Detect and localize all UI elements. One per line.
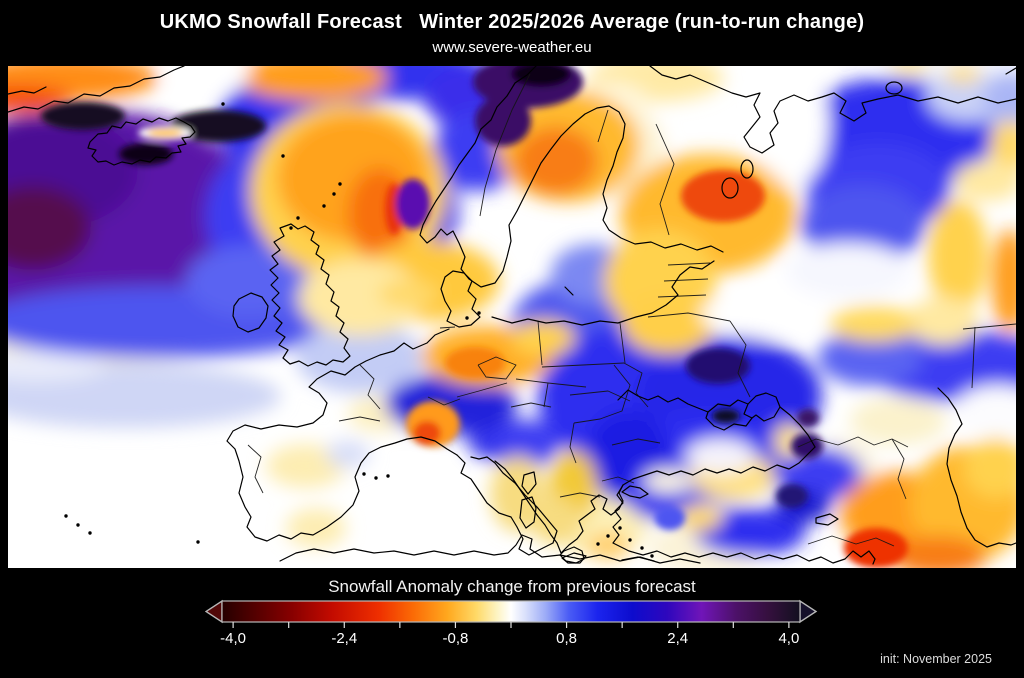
colorbar-tick-label: 4,0	[778, 630, 799, 647]
forecast-map	[8, 66, 1016, 568]
anomaly-field-soft	[8, 66, 1016, 568]
page-title: UKMO Snowfall Forecast Winter 2025/2026 …	[159, 11, 865, 33]
coastlines	[8, 66, 1016, 565]
colorbar-tick-label: 2,4	[667, 630, 688, 647]
colorbar-left-arrow-icon	[205, 599, 223, 624]
colorbar: -4,0 -2,4 -0,8 0,8 2,4 4,0	[205, 599, 818, 647]
colorbar-tick-label: -2,4	[331, 630, 357, 647]
header: UKMO Snowfall Forecast Winter 2025/2026 …	[0, 0, 1024, 56]
colorbar-tick-label: -0,8	[442, 630, 468, 647]
country-borders	[247, 73, 1016, 547]
colorbar-right-arrow-icon	[799, 599, 818, 624]
init-label: init: November 2025	[880, 652, 992, 666]
colorbar-tick-label: -4,0	[220, 630, 246, 647]
europe-anomaly-map-canvas	[8, 66, 1016, 568]
colorbar-gradient	[221, 600, 801, 623]
site-subtitle: www.severe-weather.eu	[432, 39, 592, 56]
colorbar-tick-label: 0,8	[556, 630, 577, 647]
small-islands	[64, 102, 654, 558]
anomaly-field-cores	[41, 66, 908, 568]
colorbar-label: Snowfall Anomaly change from previous fo…	[328, 577, 696, 596]
